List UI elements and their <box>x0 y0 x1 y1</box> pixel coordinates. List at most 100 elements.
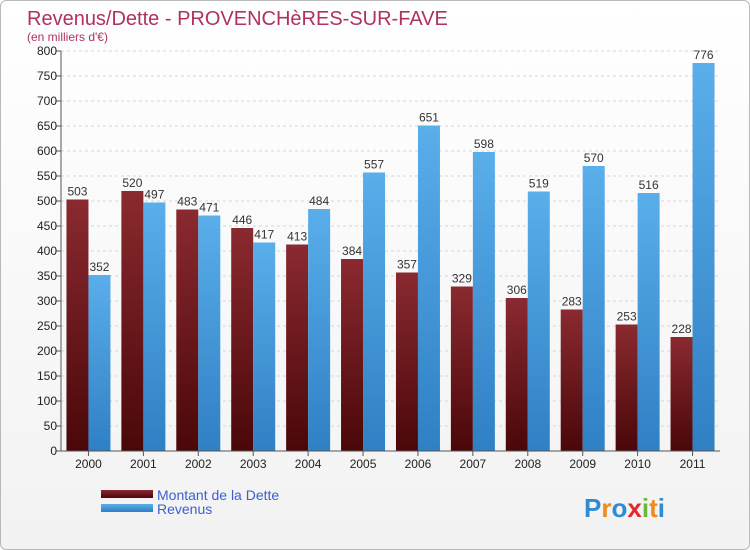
bar-revenus-2003 <box>253 242 276 451</box>
value-label-revenus-2001: 497 <box>144 188 164 202</box>
y-axis: 0 50 100 150 200 250 300 350 400 450 500 550 600 650 7… <box>37 44 62 458</box>
value-label-debt-2005: 384 <box>342 244 362 258</box>
x-tick-label-2004: 2004 <box>295 457 322 471</box>
y-tick-label: 350 <box>37 269 57 283</box>
bar-debt-2001 <box>121 191 144 451</box>
legend: Montant de la Dette Revenus <box>101 487 279 517</box>
y-tick-label: 550 <box>37 169 57 183</box>
bar-revenus-2007 <box>472 152 495 451</box>
bar-debt-2011 <box>670 337 693 451</box>
x-tick-label-2002: 2002 <box>185 457 212 471</box>
value-label-debt-2008: 306 <box>507 283 527 297</box>
y-tick-label: 700 <box>37 94 57 108</box>
value-label-revenus-2009: 570 <box>584 151 604 165</box>
bar-revenus-2011 <box>692 63 715 451</box>
bar-debt-2006 <box>395 272 418 451</box>
logo-letter: i <box>658 493 665 523</box>
bar-debt-2007 <box>450 286 473 451</box>
legend-label-revenus: Revenus <box>157 501 212 517</box>
y-tick-label: 150 <box>37 369 57 383</box>
grid-lines <box>61 50 720 452</box>
x-tick-label-2000: 2000 <box>75 457 102 471</box>
y-tick-label: 100 <box>37 394 57 408</box>
y-tick-label: 600 <box>37 144 57 158</box>
bar-revenus-2009 <box>582 166 605 451</box>
legend-label-debt: Montant de la Dette <box>157 487 279 503</box>
value-label-revenus-2005: 557 <box>364 158 384 172</box>
y-tick-label: 300 <box>37 294 57 308</box>
bar-revenus-2000 <box>88 275 111 451</box>
logo-letter: r <box>601 493 611 523</box>
logo-letter: P <box>584 493 601 523</box>
bar-revenus-2006 <box>417 125 440 451</box>
y-tick-label: 800 <box>37 44 57 58</box>
x-tick-label-2010: 2010 <box>624 457 651 471</box>
value-label-revenus-2011: 776 <box>694 48 714 62</box>
bar-revenus-2001 <box>143 202 166 451</box>
value-label-debt-2006: 357 <box>397 258 417 272</box>
x-tick-label-2005: 2005 <box>350 457 377 471</box>
x-tick-label-2006: 2006 <box>405 457 432 471</box>
value-label-revenus-2000: 352 <box>89 260 109 274</box>
x-tick-label-2001: 2001 <box>130 457 157 471</box>
legend-swatch-revenus <box>101 504 153 512</box>
logo-letter: i <box>642 493 649 523</box>
logo-text: Proxiti <box>584 493 665 523</box>
bar-revenus-2004 <box>308 209 331 451</box>
bar-debt-2008 <box>505 298 528 451</box>
chart-title: Revenus/Dette - PROVENCHèRES-SUR-FAVE <box>27 8 448 30</box>
bar-debt-2002 <box>176 209 199 451</box>
x-tick-label-2008: 2008 <box>514 457 541 471</box>
bar-revenus-2008 <box>527 191 550 451</box>
value-label-revenus-2004: 484 <box>309 194 329 208</box>
bar-debt-2000 <box>66 199 89 451</box>
bar-revenus-2005 <box>363 172 386 451</box>
logo-letter: x <box>627 493 642 523</box>
value-label-revenus-2010: 516 <box>639 178 659 192</box>
value-label-debt-2009: 283 <box>562 295 582 309</box>
y-tick-label: 0 <box>50 444 57 458</box>
logo-letter: o <box>611 493 627 523</box>
proxiti-logo: Proxiti <box>584 493 665 523</box>
bar-revenus-2010 <box>637 193 660 451</box>
bar-debt-2003 <box>231 228 254 451</box>
y-tick-label: 650 <box>37 119 57 133</box>
value-label-debt-2004: 413 <box>287 230 307 244</box>
chart-subtitle: (en milliers d'€) <box>27 30 108 44</box>
value-label-debt-2003: 446 <box>232 213 252 227</box>
y-tick-label: 450 <box>37 219 57 233</box>
value-label-debt-2002: 483 <box>177 195 197 209</box>
logo-letter: t <box>649 493 658 523</box>
y-tick-label: 200 <box>37 344 57 358</box>
x-tick-label-2009: 2009 <box>569 457 596 471</box>
x-tick-label-2011: 2011 <box>680 457 706 471</box>
value-label-revenus-2003: 417 <box>254 228 274 242</box>
bar-debt-2010 <box>615 324 638 451</box>
value-label-revenus-2006: 651 <box>419 111 439 125</box>
y-tick-label: 250 <box>37 319 57 333</box>
bars <box>66 63 715 451</box>
x-axis: 2000 2001 2002 2003 2004 2005 2006 2007 2008 2009… <box>61 450 720 471</box>
value-label-debt-2007: 329 <box>452 272 472 286</box>
bar-debt-2005 <box>341 259 364 451</box>
value-label-debt-2010: 253 <box>617 310 637 324</box>
y-tick-label: 50 <box>44 419 58 433</box>
value-label-revenus-2007: 598 <box>474 137 494 151</box>
value-label-revenus-2008: 519 <box>529 177 549 191</box>
x-tick-label-2003: 2003 <box>240 457 267 471</box>
bar-debt-2004 <box>286 244 309 451</box>
value-label-debt-2000: 503 <box>67 185 87 199</box>
y-tick-label: 500 <box>37 194 57 208</box>
value-label-debt-2011: 228 <box>672 322 692 336</box>
legend-swatch-debt <box>101 490 153 498</box>
y-tick-label: 400 <box>37 244 57 258</box>
value-label-revenus-2002: 471 <box>199 201 219 215</box>
x-tick-label-2007: 2007 <box>460 457 487 471</box>
y-tick-label: 750 <box>37 69 57 83</box>
bar-debt-2009 <box>560 309 583 451</box>
value-label-debt-2001: 520 <box>122 176 142 190</box>
bar-revenus-2002 <box>198 215 221 451</box>
